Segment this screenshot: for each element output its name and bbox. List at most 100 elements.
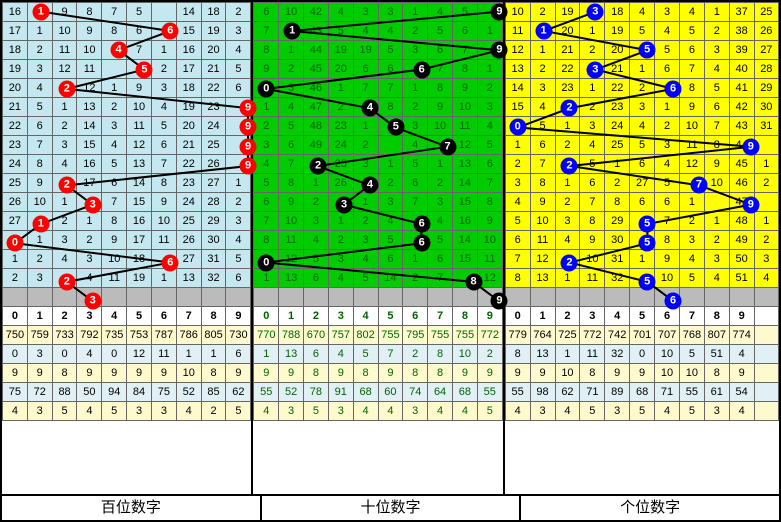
cell: 24 [3, 155, 28, 174]
cell: 7 [127, 41, 152, 60]
sum-cell: 10 [655, 364, 680, 383]
sum-cell: 8 [304, 364, 329, 383]
sum-cell: 1 [555, 345, 580, 364]
cell: 2 [403, 98, 428, 117]
cell: 6 [304, 269, 329, 288]
ball-marker: 9 [742, 138, 759, 155]
cell: 26 [201, 155, 226, 174]
cell: 8 [679, 79, 704, 98]
cell: 2 [555, 136, 580, 155]
cell: 3 [403, 41, 428, 60]
cell: 27 [3, 212, 28, 231]
cell: 10 [52, 22, 77, 41]
cell: 5 [580, 155, 605, 174]
cell: 5 [505, 212, 530, 231]
cell: 5 [655, 41, 680, 60]
header-cell: 2 [555, 307, 580, 326]
cell: 5 [428, 22, 453, 41]
cell: 1 [102, 79, 127, 98]
sum-cell: 5 [580, 402, 605, 421]
cell: 2 [403, 269, 428, 288]
cell: 17 [77, 174, 102, 193]
cell: 22 [555, 60, 580, 79]
cell: 4 [77, 269, 102, 288]
cell: 1 [151, 269, 176, 288]
sum-cell: 71 [580, 383, 605, 402]
cell: 2 [328, 98, 353, 117]
ball-marker: 0 [258, 254, 275, 271]
cell: 9 [655, 250, 680, 269]
sum-cell: 68 [630, 383, 655, 402]
sum-cell: 3 [328, 402, 353, 421]
cell: 6 [226, 79, 251, 98]
cell: 2 [378, 174, 403, 193]
sum-cell: 7 [378, 345, 403, 364]
cell: 1 [353, 117, 378, 136]
cell: 6 [477, 155, 502, 174]
cell: 5 [304, 250, 329, 269]
ball-marker: 9 [240, 119, 257, 136]
cell: 11 [679, 136, 704, 155]
sum-cell: 8 [201, 364, 226, 383]
spacer [530, 288, 555, 307]
cell [704, 193, 729, 212]
sum-cell: 9 [151, 364, 176, 383]
cell: 4 [655, 155, 680, 174]
cell: 7 [452, 41, 477, 60]
cell: 10 [655, 269, 680, 288]
cell: 3 [151, 79, 176, 98]
cell: 7 [530, 155, 555, 174]
cell: 14 [176, 3, 201, 22]
cell: 15 [127, 193, 152, 212]
cell: 3 [580, 117, 605, 136]
cell: 4 [304, 231, 329, 250]
ball-marker: 0 [509, 119, 526, 136]
cell: 5 [704, 79, 729, 98]
cell: 6 [630, 155, 655, 174]
cell: 1 [477, 60, 502, 79]
sum-cell: 725 [555, 326, 580, 345]
ball-marker: 9 [491, 293, 508, 310]
cell: 1 [226, 174, 251, 193]
sum-cell: 9 [27, 364, 52, 383]
cell: 1 [428, 155, 453, 174]
sum-cell: 32 [605, 345, 630, 364]
sum-cell: 50 [77, 383, 102, 402]
cell: 25 [3, 174, 28, 193]
sum-cell: 787 [151, 326, 176, 345]
sum-cell: 9 [77, 364, 102, 383]
sum-cell: 9 [630, 364, 655, 383]
cell: 1 [754, 155, 778, 174]
header-cell: 5 [127, 307, 152, 326]
cell: 5 [151, 117, 176, 136]
cell: 1 [530, 41, 555, 60]
cell: 9 [679, 98, 704, 117]
cell: 14 [77, 117, 102, 136]
cell: 20 [605, 41, 630, 60]
sum-cell: 735 [102, 326, 127, 345]
sum-cell: 9 [254, 364, 279, 383]
cell: 5 [679, 22, 704, 41]
sum-cell: 55 [477, 383, 502, 402]
cell: 6 [679, 41, 704, 60]
cell: 11 [580, 269, 605, 288]
cell: 10 [580, 250, 605, 269]
cell: 23 [176, 174, 201, 193]
cell: 10 [151, 212, 176, 231]
cell: 7 [477, 174, 502, 193]
cell: 2 [254, 117, 279, 136]
ball-marker: 6 [665, 293, 682, 310]
sum-cell: 52 [176, 383, 201, 402]
panels: 1698751418217110986151931821110711620419… [2, 2, 779, 494]
sum-cell: 78 [304, 383, 329, 402]
cell: 2 [477, 79, 502, 98]
cell: 2 [353, 136, 378, 155]
cell: 3 [378, 193, 403, 212]
cell: 18 [201, 3, 226, 22]
ball-marker: 5 [639, 235, 656, 252]
cell: 5 [279, 117, 304, 136]
cell: 3 [27, 269, 52, 288]
ball-marker: 3 [336, 196, 353, 213]
cell: 14 [127, 174, 152, 193]
cell: 12 [452, 136, 477, 155]
